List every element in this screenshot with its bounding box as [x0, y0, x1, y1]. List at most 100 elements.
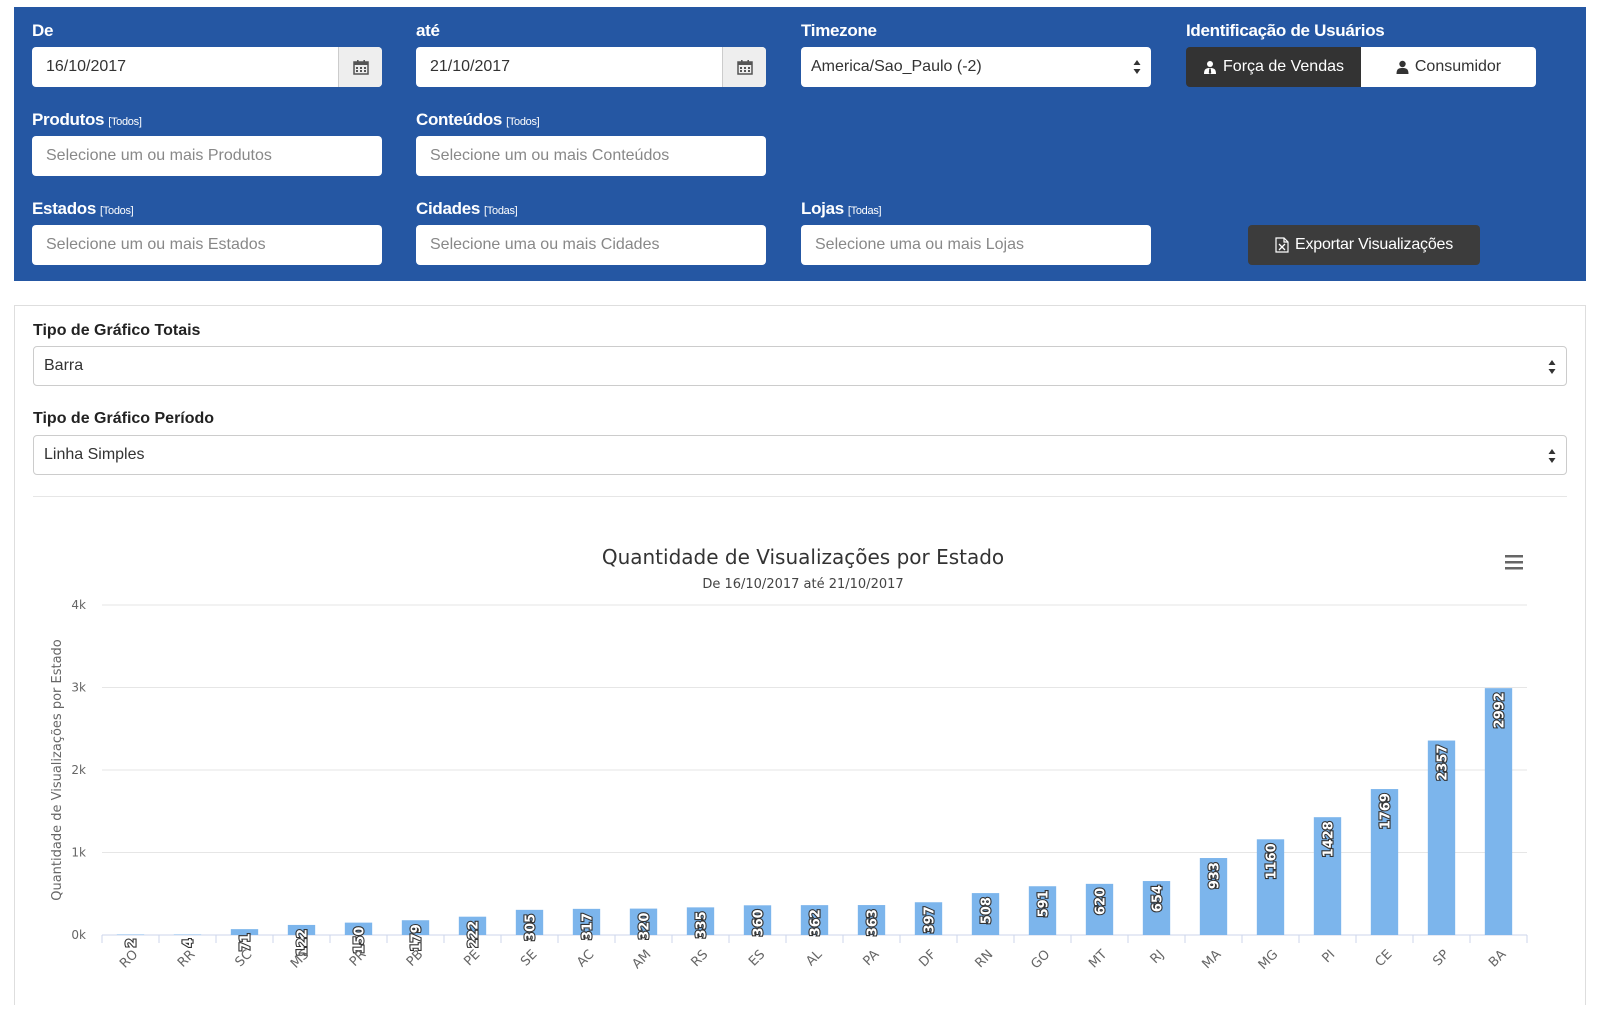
data-label: 2992	[1493, 692, 1508, 728]
data-label: 320	[638, 913, 653, 940]
products-input[interactable]: Selecione um ou mais Produtos	[32, 136, 382, 176]
x-tick-label: PE	[461, 947, 483, 969]
bar-RS[interactable]	[686, 907, 715, 935]
bar-RR[interactable]	[173, 934, 202, 936]
y-axis-title: Quantidade de Visualizações por Estado	[50, 639, 65, 901]
date-to-label: até	[416, 21, 440, 40]
totals-chart-type-select[interactable]: Barra	[33, 346, 1567, 386]
bar-chart: Quantidade de Visualizações por Estado D…	[14, 520, 1586, 1005]
bar-PE[interactable]	[458, 916, 487, 935]
sales-force-label: Força de Vendas	[1223, 58, 1344, 75]
cities-input[interactable]: Selecione uma ou mais Cidades	[416, 225, 766, 265]
calendar-icon[interactable]	[338, 47, 382, 87]
bar-MG[interactable]	[1256, 839, 1285, 935]
bar-PA[interactable]	[857, 905, 886, 935]
y-tick-label: 2k	[71, 763, 86, 777]
bar-GO[interactable]	[1028, 886, 1057, 935]
user-id-label: Identificação de Usuários	[1186, 21, 1385, 40]
stores-label-text: Lojas	[801, 199, 844, 218]
period-chart-type-value: Linha Simples	[44, 446, 145, 463]
bar-MT[interactable]	[1085, 883, 1114, 935]
bar-RO[interactable]	[116, 934, 145, 936]
totals-chart-type-value: Barra	[44, 357, 84, 374]
date-from-value: 16/10/2017	[46, 58, 127, 75]
consumer-toggle[interactable]: Consumidor	[1361, 47, 1536, 87]
x-tick-label: SP	[1430, 947, 1452, 969]
x-tick-label: RO	[117, 947, 141, 971]
bar-PB[interactable]	[401, 920, 430, 935]
bar-RN[interactable]	[971, 893, 1000, 935]
contents-input[interactable]: Selecione um ou mais Conteúdos	[416, 136, 766, 176]
bar-MS[interactable]	[287, 924, 316, 935]
bar-PI[interactable]	[1313, 817, 1342, 935]
bar-AM[interactable]	[629, 908, 658, 935]
data-label: 360	[752, 909, 767, 936]
data-label: 71	[239, 933, 254, 951]
data-label: 620	[1094, 888, 1109, 915]
data-label: 362	[809, 909, 824, 936]
calendar-icon[interactable]	[722, 47, 766, 87]
bar-RJ[interactable]	[1142, 881, 1171, 935]
period-chart-type-select[interactable]: Linha Simples	[33, 435, 1567, 475]
contents-label-text: Conteúdos	[416, 110, 503, 129]
contents-placeholder: Selecione um ou mais Conteúdos	[430, 147, 670, 164]
sales-force-toggle[interactable]: Força de Vendas	[1186, 47, 1361, 87]
bar-BA[interactable]	[1484, 688, 1513, 935]
data-label: 2	[125, 939, 140, 948]
bar-SE[interactable]	[515, 909, 544, 935]
stores-input[interactable]: Selecione uma ou mais Lojas	[801, 225, 1151, 265]
stores-label: Lojas [Todas]	[801, 199, 882, 219]
x-tick-label: DF	[916, 947, 939, 970]
states-input[interactable]: Selecione um ou mais Estados	[32, 225, 382, 265]
contents-label: Conteúdos [Todos]	[416, 110, 540, 130]
cities-hint: [Todas]	[484, 205, 518, 217]
bar-CE[interactable]	[1370, 789, 1399, 935]
excel-file-icon	[1275, 237, 1289, 253]
data-label: 933	[1208, 862, 1223, 889]
chart-svg: Quantidade de Visualizações por Estado D…	[50, 545, 1528, 973]
data-label: 122	[296, 929, 311, 956]
data-label: 179	[410, 924, 425, 951]
states-placeholder: Selecione um ou mais Estados	[46, 236, 266, 253]
date-from-input[interactable]: 16/10/2017	[32, 47, 382, 87]
contents-hint: [Todos]	[506, 116, 540, 128]
bar-ES[interactable]	[743, 905, 772, 935]
divider	[33, 496, 1567, 497]
bar-MA[interactable]	[1199, 858, 1228, 935]
export-button[interactable]: Exportar Visualizações	[1248, 225, 1480, 265]
timezone-select[interactable]: America/Sao_Paulo (-2)	[801, 47, 1151, 87]
timezone-label: Timezone	[801, 21, 877, 40]
data-label: 305	[524, 914, 539, 941]
bar-SP[interactable]	[1427, 740, 1456, 935]
data-label: 150	[353, 927, 368, 954]
data-label: 654	[1151, 885, 1166, 912]
select-arrows-icon	[1133, 60, 1141, 74]
y-tick-label: 1k	[71, 846, 86, 860]
bar-SC[interactable]	[230, 929, 259, 935]
period-chart-type-label: Tipo de Gráfico Período	[33, 410, 215, 427]
products-label-text: Produtos	[32, 110, 105, 129]
user-icon	[1396, 60, 1409, 74]
products-placeholder: Selecione um ou mais Produtos	[46, 147, 272, 164]
states-label: Estados [Todos]	[32, 199, 134, 219]
stores-placeholder: Selecione uma ou mais Lojas	[815, 236, 1025, 253]
states-hint: [Todos]	[100, 205, 134, 217]
data-label: 591	[1037, 890, 1052, 917]
x-tick-label: AC	[574, 947, 597, 970]
x-tick-label: RJ	[1148, 947, 1168, 967]
date-to-input[interactable]: 21/10/2017	[416, 47, 766, 87]
bar-AL[interactable]	[800, 905, 829, 935]
chart-title: Quantidade de Visualizações por Estado	[602, 545, 1004, 569]
x-tick-label: PA	[860, 947, 882, 969]
export-label: Exportar Visualizações	[1294, 236, 1454, 253]
date-to-value: 21/10/2017	[430, 58, 511, 75]
bar-PR[interactable]	[344, 922, 373, 935]
data-label: 363	[866, 909, 881, 936]
x-tick-label: RN	[972, 947, 996, 971]
data-label: 397	[923, 906, 938, 933]
y-tick-label: 4k	[71, 598, 86, 612]
bar-AC[interactable]	[572, 908, 601, 935]
bar-DF[interactable]	[914, 902, 943, 935]
hamburger-menu-icon[interactable]	[1504, 554, 1524, 572]
filter-panel: De 16/10/2017 até 21/10/2017 Timezone Am…	[14, 7, 1586, 281]
